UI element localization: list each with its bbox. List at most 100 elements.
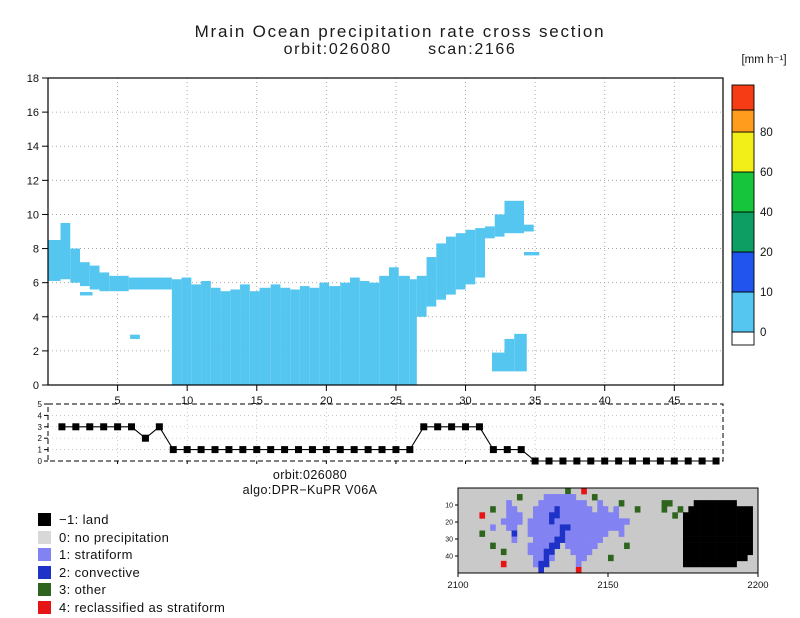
map-cell — [688, 542, 695, 550]
map-cell — [511, 530, 518, 537]
rain-type-marker — [475, 423, 483, 431]
convective-swatch — [38, 565, 51, 579]
map-cell — [538, 500, 545, 507]
map-cell — [570, 512, 577, 519]
map-cell — [538, 506, 545, 513]
map-cell — [554, 530, 561, 537]
y-tick-label: 30 — [445, 537, 453, 544]
map-cell — [565, 494, 571, 501]
rain-type-marker — [211, 446, 219, 454]
map-cell — [559, 512, 566, 519]
precip-cell — [220, 291, 231, 385]
precip-cell — [48, 240, 61, 281]
map-cell — [586, 536, 593, 543]
map-cell — [688, 506, 695, 513]
colorbar-segment — [731, 84, 755, 111]
map-cell — [586, 530, 593, 537]
rain-type-marker — [281, 446, 289, 454]
precip-cell — [270, 284, 281, 385]
map-cell — [699, 506, 705, 513]
rain-type-marker — [378, 446, 386, 454]
y-tick-label: 12 — [27, 175, 39, 187]
map-cell — [543, 548, 550, 556]
footer-orbit: orbit:026080 — [272, 468, 348, 482]
map-cell — [538, 518, 545, 525]
map-cell — [618, 518, 625, 525]
legend-label: 4: reclassified as stratiform — [59, 599, 226, 615]
map-cell — [597, 506, 603, 513]
map-cell — [704, 536, 711, 543]
map-cell — [565, 536, 571, 543]
map-cell — [559, 536, 566, 543]
map-cell — [575, 506, 582, 513]
map-cell — [720, 548, 727, 556]
map-cell — [624, 518, 630, 525]
map-cell — [725, 560, 732, 568]
map-cell — [511, 512, 518, 519]
map-cell — [538, 548, 545, 556]
map-cell — [575, 518, 582, 525]
map-cell — [725, 500, 732, 507]
y-tick-label: 20 — [445, 520, 453, 527]
map-cell — [709, 500, 716, 507]
precip-cell — [240, 284, 250, 385]
map-cell — [725, 536, 732, 543]
rain-type-legend: −1: land 0: no precipitation 1: stratifo… — [38, 512, 225, 617]
map-cell — [720, 536, 727, 543]
map-cell — [602, 506, 609, 513]
map-cell — [575, 560, 582, 568]
map-cell — [516, 512, 523, 519]
legend-item-convective: 2: convective — [38, 565, 225, 580]
map-cell — [575, 548, 582, 556]
map-cell — [565, 524, 571, 531]
map-cell — [693, 548, 700, 556]
map-cell — [533, 512, 539, 519]
map-cell — [500, 560, 507, 568]
map-cell — [575, 554, 582, 562]
precip-cell — [455, 233, 466, 290]
map-cell — [699, 536, 705, 543]
rain-type-marker — [295, 446, 303, 454]
map-cell — [543, 518, 550, 525]
precip-cell — [340, 282, 351, 385]
map-cell — [581, 518, 587, 525]
map-cell — [693, 560, 700, 568]
map-cell — [715, 506, 721, 513]
map-cell — [527, 524, 534, 531]
rain-type-marker — [336, 446, 344, 454]
map-cell — [741, 512, 748, 519]
map-cell — [741, 518, 748, 525]
precip-cell — [99, 272, 110, 292]
map-cell — [597, 524, 603, 531]
map-cell — [533, 554, 539, 562]
map-cell — [591, 518, 598, 525]
map-cell — [538, 536, 545, 543]
rain-type-marker — [684, 457, 692, 465]
precip-cell — [409, 279, 417, 385]
y-tick-label: 3 — [38, 423, 43, 432]
colorbar-segment — [731, 131, 755, 173]
map-cell — [559, 524, 566, 531]
map-cell — [575, 536, 582, 543]
map-cell — [543, 542, 550, 550]
map-cell — [533, 536, 539, 543]
map-cell — [693, 524, 700, 531]
map-cell — [565, 542, 571, 550]
map-cell — [575, 566, 582, 574]
map-cell — [683, 548, 689, 556]
map-cell — [543, 554, 550, 562]
map-cell — [533, 542, 539, 550]
map-cell — [516, 494, 523, 501]
map-cell — [709, 536, 716, 543]
colorbar: 0 10 20 40 60 80 — [731, 84, 773, 346]
map-cell — [725, 524, 732, 531]
map-cell — [715, 500, 721, 507]
map-cell — [731, 530, 737, 537]
rain-type-marker — [531, 457, 539, 465]
precip-cell — [436, 243, 447, 300]
map-cell — [736, 512, 743, 519]
map-cell — [538, 566, 545, 574]
map-cell — [693, 500, 700, 507]
map-cell — [720, 542, 727, 550]
map-cell — [549, 506, 555, 513]
